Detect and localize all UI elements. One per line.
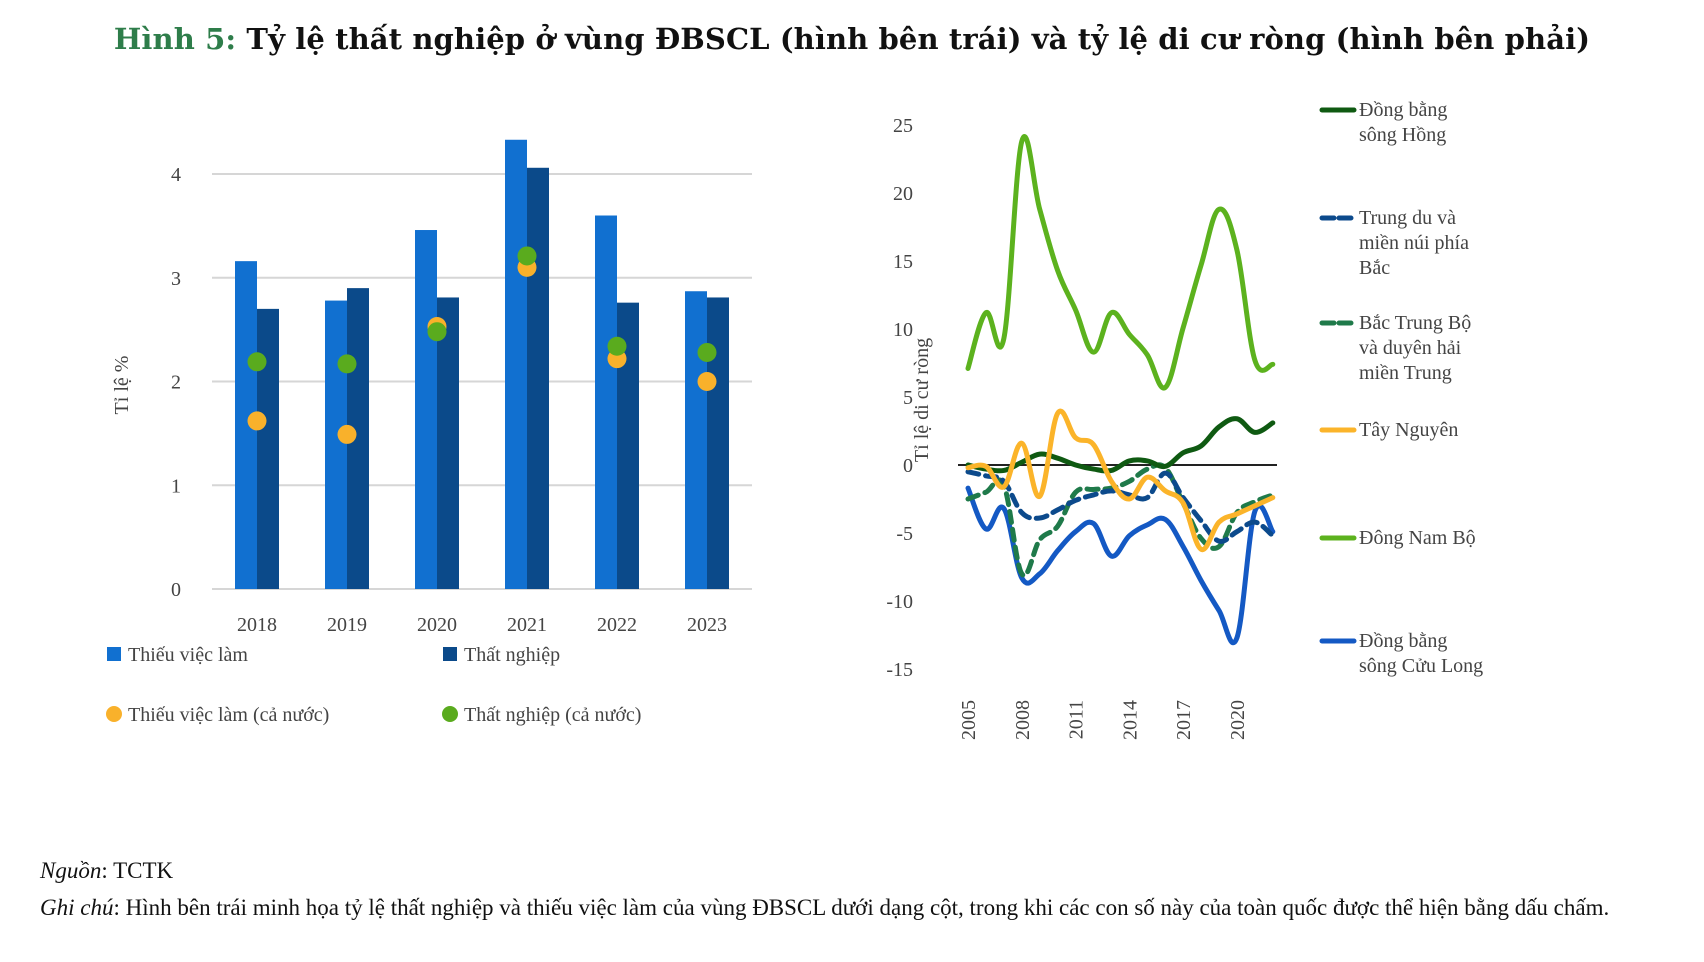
source-text: : TCTK [101, 858, 174, 883]
legend-label: Thiếu việc làm [128, 644, 248, 666]
y-tick-label: 3 [171, 268, 181, 290]
bar-thieu-viec-lam [235, 261, 257, 589]
figure-label: Hình 5: [113, 22, 237, 56]
dot-that-nghiep-ca-nuoc [517, 246, 537, 266]
left-chart-gridlines [212, 173, 752, 590]
bar-thieu-viec-lam [685, 291, 707, 589]
legend-label: Thất nghiệp (cả nước) [464, 704, 641, 726]
dot-that-nghiep-ca-nuoc [337, 354, 357, 374]
x-tick-label: 2020 [417, 614, 457, 636]
bar-that-nghiep [257, 308, 279, 589]
bar-thieu-viec-lam [595, 215, 617, 589]
figure-title-text: Tỷ lệ thất nghiệp ở vùng ĐBSCL (hình bên… [236, 22, 1591, 56]
x-tick-label: 2022 [597, 614, 637, 636]
left-chart-legend: Thiếu việc làm Thất nghiệp Thiếu việc làm … [106, 644, 641, 726]
dot-thieu-viec-lam-ca-nuoc [337, 424, 357, 444]
figure-title: Hình 5: Tỷ lệ thất nghiệp ở vùng ĐBSCL (… [0, 22, 1704, 56]
left-chart-bars [235, 139, 729, 589]
legend-swatch-dot [106, 706, 122, 722]
legend-label: Thất nghiệp [464, 644, 560, 666]
bar-thieu-viec-lam [325, 300, 347, 589]
left-chart-dots [247, 246, 717, 444]
remark-label: Ghi chú [40, 895, 114, 920]
x-tick-label: 2023 [687, 614, 727, 636]
remark-text: : Hình bên trái minh họa tỷ lệ thất nghi… [113, 895, 1610, 920]
bar-that-nghiep [527, 167, 549, 589]
legend-swatch-square [107, 647, 121, 661]
bar-that-nghiep [617, 302, 639, 589]
bar-that-nghiep [437, 297, 459, 589]
dot-that-nghiep-ca-nuoc [607, 336, 627, 356]
x-tick-label: 2021 [507, 614, 547, 636]
dot-that-nghiep-ca-nuoc [697, 342, 717, 362]
dot-that-nghiep-ca-nuoc [427, 322, 447, 342]
x-tick-label: 2018 [237, 614, 277, 636]
legend-swatch-dot [442, 706, 458, 722]
remark-note: Ghi chú: Hình bên trái minh họa tỷ lệ th… [40, 889, 1680, 926]
legend-swatch-square [443, 647, 457, 661]
dot-thieu-viec-lam-ca-nuoc [247, 411, 267, 431]
left-chart-x-ticks: 2018 2019 2020 2021 2022 2023 [237, 614, 727, 636]
source-label: Nguồn [40, 858, 102, 883]
left-chart-y-axis-label: Tỉ lệ % [111, 356, 133, 415]
dot-thieu-viec-lam-ca-nuoc [697, 372, 717, 391]
legend-label: Thiếu việc làm (cả nước) [128, 704, 329, 726]
dot-that-nghiep-ca-nuoc [247, 352, 267, 372]
y-tick-label: 0 [171, 579, 181, 601]
bar-that-nghiep [707, 297, 729, 589]
y-tick-label: 2 [171, 372, 181, 394]
left-chart-y-ticks: 0 1 2 3 4 [171, 164, 181, 601]
figure-notes: Nguồn: TCTK Ghi chú: Hình bên trái minh … [40, 852, 1680, 926]
bar-thieu-viec-lam [415, 230, 437, 589]
y-tick-label: 4 [171, 164, 181, 186]
bar-thieu-viec-lam [505, 139, 527, 589]
y-tick-label: 1 [171, 475, 181, 497]
x-tick-label: 2019 [327, 614, 367, 636]
source-note: Nguồn: TCTK [40, 852, 1680, 889]
